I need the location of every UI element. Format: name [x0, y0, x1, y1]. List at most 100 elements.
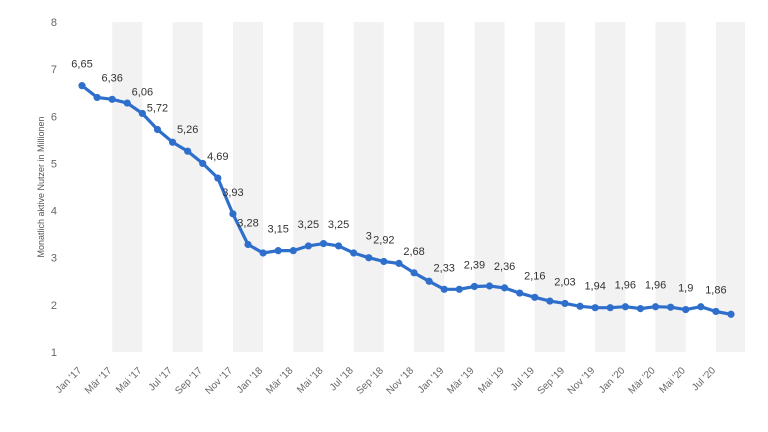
x-tick-label: Mai '19	[476, 365, 507, 396]
y-axis-label: Monatlich aktive Nutzer in Millionen	[36, 116, 46, 257]
data-point	[184, 147, 192, 155]
data-point	[667, 303, 675, 311]
data-point	[259, 249, 267, 257]
data-point	[576, 302, 584, 310]
data-point	[455, 285, 463, 293]
x-tick-label: Sep '17	[173, 365, 205, 397]
data-label: 6,06	[132, 86, 153, 98]
x-tick-label: Mai '20	[657, 365, 688, 396]
data-point	[199, 159, 207, 168]
data-point	[274, 247, 282, 255]
x-tick-label: Mär '17	[83, 365, 114, 396]
data-point	[651, 303, 660, 311]
data-point	[108, 95, 116, 103]
data-point	[229, 210, 237, 218]
grid-band	[172, 22, 203, 352]
data-label: 2,68	[403, 246, 424, 258]
data-label: 1,86	[705, 284, 726, 296]
data-point	[168, 138, 177, 146]
data-point	[697, 303, 705, 311]
grid-band	[474, 22, 505, 352]
data-label: 3,28	[237, 218, 258, 230]
x-tick-label: Jan '18	[235, 365, 266, 396]
data-point	[138, 109, 146, 118]
data-label: 1,96	[615, 280, 636, 292]
grid-bands	[112, 22, 745, 352]
data-point	[123, 99, 131, 107]
data-label: 1,94	[584, 281, 605, 293]
y-tick-label: 2	[51, 300, 57, 312]
data-point	[304, 242, 312, 250]
data-point	[485, 282, 494, 290]
data-point	[591, 304, 599, 312]
data-label: 1,9	[678, 283, 693, 295]
data-label: 6,36	[101, 72, 122, 84]
grid-band	[655, 22, 686, 352]
x-tick-label: Mär '18	[264, 365, 295, 396]
data-label: 3,25	[298, 219, 319, 231]
data-point	[78, 82, 86, 90]
y-axis: 1 2 3 4 5 6 7 8	[51, 17, 57, 359]
data-label: 2,16	[524, 270, 545, 282]
data-label: 6,65	[71, 59, 92, 71]
data-point	[350, 249, 358, 257]
x-tick-label: Jul '20	[690, 365, 718, 393]
y-tick-label: 1	[51, 347, 57, 359]
x-tick-label: Jul '18	[328, 365, 356, 393]
data-label: 5,72	[147, 102, 168, 114]
data-label: 1,96	[645, 280, 666, 292]
data-point	[516, 289, 524, 297]
data-label: 4,69	[207, 151, 228, 163]
data-point	[712, 307, 720, 316]
y-tick-label: 3	[51, 253, 57, 265]
y-tick-label: 5	[51, 158, 57, 170]
x-tick-label: Jan '17	[54, 365, 85, 396]
data-point	[289, 247, 297, 255]
data-point	[214, 174, 222, 182]
data-labels: 6,65 6,36 6,06 5,72 5,26 4,69 3,93 3,28 3,15 3,25…	[71, 59, 726, 297]
y-tick-label: 6	[51, 111, 57, 123]
data-point	[606, 304, 614, 312]
data-points	[78, 82, 735, 318]
x-tick-label: Jul '17	[147, 365, 175, 393]
y-tick-label: 7	[51, 64, 57, 76]
grid-band	[715, 22, 745, 352]
data-point	[561, 299, 569, 308]
grid-band	[353, 22, 384, 352]
data-point	[425, 277, 433, 285]
data-point	[244, 240, 252, 249]
data-point	[380, 257, 388, 266]
data-point	[334, 242, 343, 250]
x-tick-label: Nov '18	[385, 365, 417, 397]
grid-band	[414, 22, 445, 352]
grid-band	[112, 22, 143, 352]
data-label: 5,26	[177, 124, 198, 136]
data-label: 2,92	[373, 234, 394, 246]
data-point	[682, 305, 690, 314]
data-point	[319, 239, 328, 248]
grid-band	[595, 22, 626, 352]
data-point	[395, 259, 403, 267]
data-point	[621, 303, 629, 311]
x-tick-label: Nov '17	[204, 365, 236, 397]
data-label: 3,15	[267, 224, 288, 236]
data-point	[501, 284, 509, 292]
data-point	[440, 285, 448, 293]
data-label: 2,03	[554, 276, 575, 288]
grid-band	[232, 22, 264, 352]
y-tick-label: 8	[51, 17, 57, 29]
x-tick-label: Mär '19	[445, 365, 476, 396]
x-tick-label: Nov '19	[566, 365, 598, 397]
data-point	[546, 297, 554, 305]
data-label: 2,33	[434, 262, 455, 274]
data-label: 3,25	[328, 219, 349, 231]
data-label: 3,93	[222, 187, 243, 199]
data-point	[93, 93, 101, 102]
data-point	[531, 293, 539, 301]
x-tick-label: Mai '17	[114, 365, 145, 396]
y-tick-label: 4	[51, 206, 57, 218]
x-tick-label: Mär '20	[627, 365, 658, 396]
x-tick-label: Jan '19	[416, 365, 447, 396]
